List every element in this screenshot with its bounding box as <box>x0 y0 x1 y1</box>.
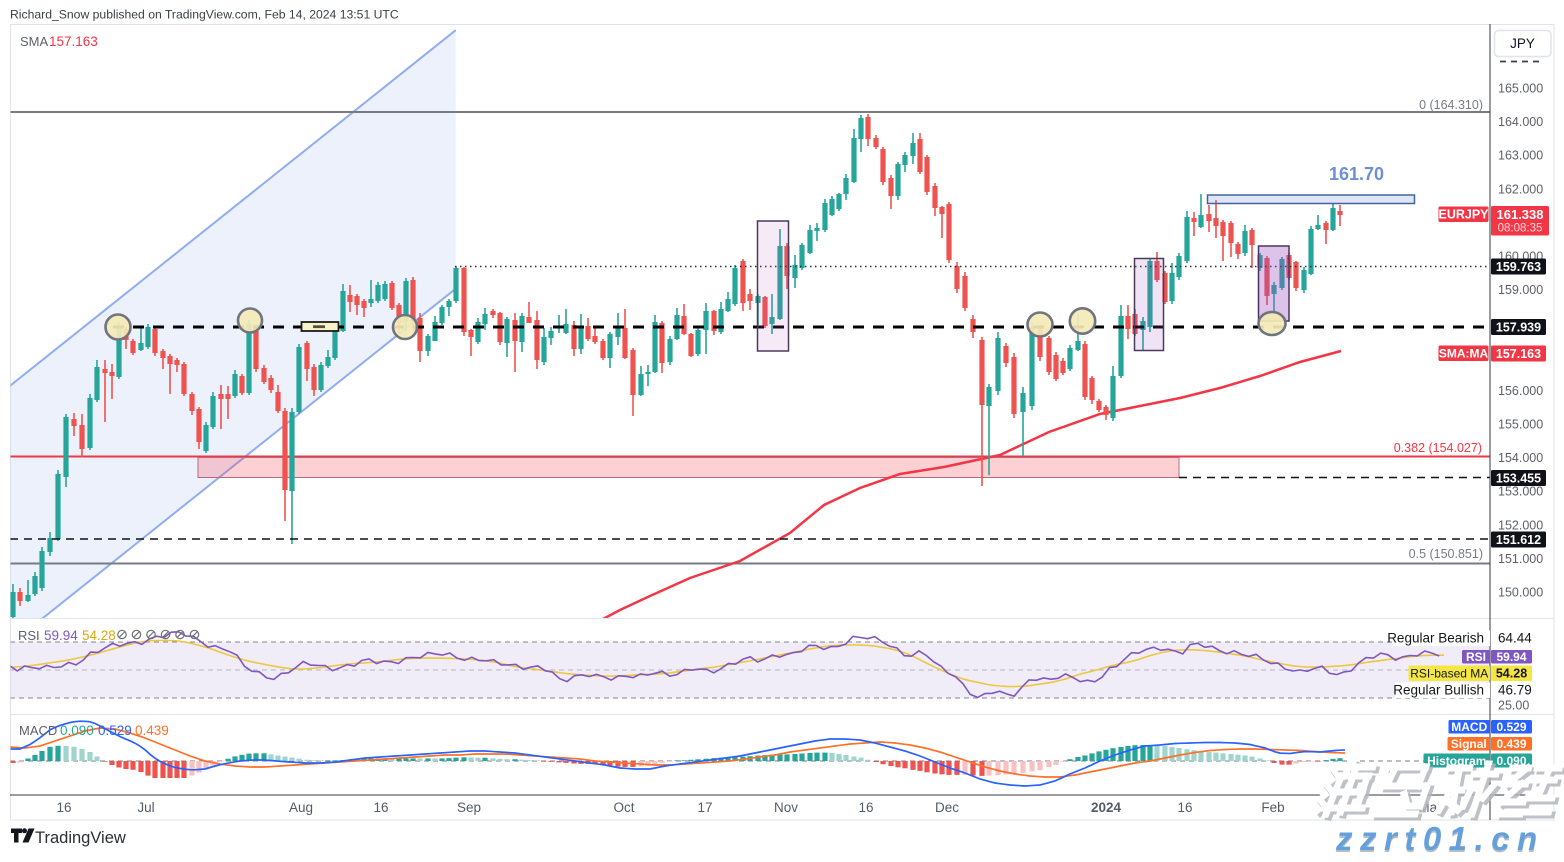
svg-text:17: 17 <box>697 800 712 815</box>
svg-text:164.000: 164.000 <box>1498 115 1543 129</box>
svg-text:Aug: Aug <box>289 800 313 815</box>
svg-text:16: 16 <box>858 800 873 815</box>
svg-text:RSI: RSI <box>18 628 40 643</box>
svg-text:MACD: MACD <box>19 723 57 738</box>
svg-text:54.28: 54.28 <box>82 628 116 643</box>
svg-text:Nov: Nov <box>774 800 798 815</box>
svg-text:0.382 (154.027): 0.382 (154.027) <box>1394 441 1482 455</box>
svg-text:zzrt01.cn: zzrt01.cn <box>1335 820 1545 857</box>
svg-text:154.000: 154.000 <box>1498 451 1543 465</box>
svg-text:16: 16 <box>56 800 71 815</box>
svg-text:zzrt01.cn: zzrt01.cn <box>1335 822 1545 857</box>
svg-text:Feb: Feb <box>1261 800 1284 815</box>
svg-text:Oct: Oct <box>613 800 634 815</box>
svg-text:151.612: 151.612 <box>1496 533 1541 547</box>
svg-text:TradingView: TradingView <box>35 829 126 847</box>
svg-text:156.000: 156.000 <box>1498 384 1543 398</box>
svg-text:0.439: 0.439 <box>135 723 169 738</box>
svg-text:2024: 2024 <box>1091 800 1122 815</box>
svg-text:RSI: RSI <box>1466 650 1486 664</box>
svg-text:JPY: JPY <box>1510 36 1535 51</box>
svg-text:159.763: 159.763 <box>1496 260 1541 274</box>
svg-text:Sep: Sep <box>457 800 481 815</box>
svg-text:155.000: 155.000 <box>1498 418 1543 432</box>
svg-text:0.090: 0.090 <box>60 723 94 738</box>
svg-text:0 (164.310): 0 (164.310) <box>1419 98 1483 112</box>
svg-text:162.000: 162.000 <box>1498 182 1543 196</box>
svg-text:25.00: 25.00 <box>1498 699 1529 713</box>
svg-text:0.5 (150.851): 0.5 (150.851) <box>1409 547 1483 561</box>
svg-text:54.28: 54.28 <box>1496 667 1527 681</box>
svg-text:157.163: 157.163 <box>49 34 98 49</box>
svg-text:161.70: 161.70 <box>1329 164 1384 184</box>
svg-text:Histogram: Histogram <box>1427 754 1486 768</box>
svg-text:Jul: Jul <box>137 800 154 815</box>
svg-text:153.000: 153.000 <box>1498 485 1543 499</box>
svg-text:151.000: 151.000 <box>1498 552 1543 566</box>
svg-text:159.000: 159.000 <box>1498 283 1543 297</box>
svg-text:SMA:MA: SMA:MA <box>1439 347 1489 361</box>
svg-text:150.000: 150.000 <box>1498 586 1543 600</box>
svg-text:165.000: 165.000 <box>1498 82 1543 96</box>
svg-text:157.939: 157.939 <box>1496 320 1541 334</box>
svg-text:16: 16 <box>1177 800 1192 815</box>
svg-text:0.529: 0.529 <box>1496 720 1526 734</box>
svg-text:16: 16 <box>373 800 388 815</box>
svg-text:08:08:35: 08:08:35 <box>1498 223 1543 235</box>
svg-text:0.090: 0.090 <box>1496 754 1526 768</box>
svg-text:0.529: 0.529 <box>98 723 132 738</box>
svg-text:46.79: 46.79 <box>1498 683 1532 698</box>
svg-text:163.000: 163.000 <box>1498 149 1543 163</box>
svg-text:Dec: Dec <box>935 800 959 815</box>
svg-text:153.455: 153.455 <box>1496 471 1541 485</box>
svg-text:0.439: 0.439 <box>1496 737 1526 751</box>
svg-text:157.163: 157.163 <box>1496 347 1541 361</box>
svg-text:EURJPY: EURJPY <box>1438 208 1489 222</box>
svg-text:SMA: SMA <box>20 34 49 49</box>
svg-text:Richard_Snow published on Trad: Richard_Snow published on TradingView.co… <box>10 8 399 22</box>
svg-text:161.338: 161.338 <box>1497 207 1544 222</box>
svg-text:Regular Bullish: Regular Bullish <box>1393 683 1484 698</box>
svg-text:64.44: 64.44 <box>1498 631 1532 646</box>
svg-text:59.94: 59.94 <box>1496 650 1526 664</box>
svg-text:152.000: 152.000 <box>1498 518 1543 532</box>
svg-text:59.94: 59.94 <box>44 628 78 643</box>
svg-text:MACD: MACD <box>1451 720 1487 734</box>
svg-text:Regular Bearish: Regular Bearish <box>1387 631 1484 646</box>
svg-text:RSI-based MA: RSI-based MA <box>1410 667 1488 681</box>
svg-text:Signal: Signal <box>1451 737 1487 751</box>
